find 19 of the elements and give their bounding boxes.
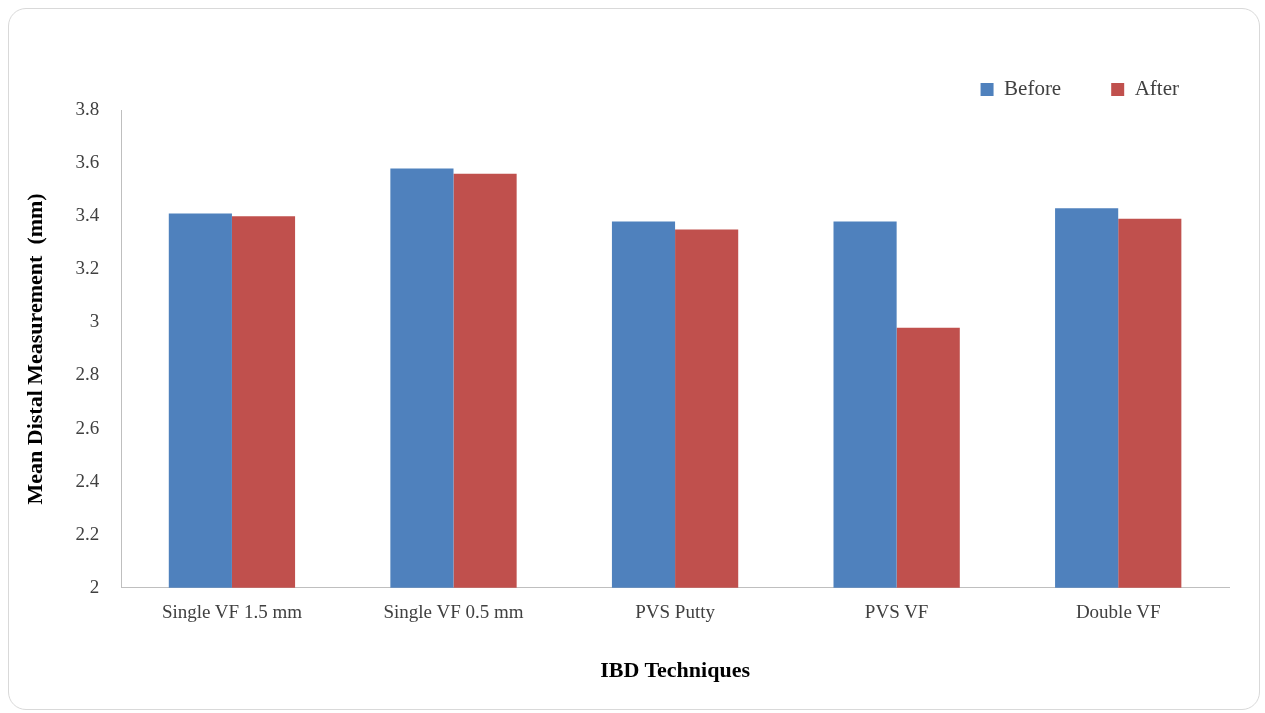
y-tick-label: 2.6 bbox=[75, 416, 100, 438]
y-tick-label: 3.8 bbox=[75, 97, 100, 119]
y-tick-label: 2 bbox=[89, 575, 100, 597]
x-tick-label: Single VF 0.5 mm bbox=[383, 601, 524, 623]
y-tick-label: 2.2 bbox=[75, 522, 100, 544]
y-tick-label: 2.4 bbox=[75, 469, 100, 491]
x-tick-label: Single VF 1.5 mm bbox=[161, 601, 303, 623]
y-tick-label: 2.8 bbox=[75, 363, 100, 385]
x-axis-title: IBD Techniques bbox=[600, 657, 751, 683]
x-tick-label: PVS Putty bbox=[635, 601, 716, 623]
legend-label: Before bbox=[1004, 76, 1062, 101]
y-tick-label: 3.6 bbox=[75, 151, 100, 173]
y-tick-label: 3.4 bbox=[75, 204, 100, 226]
y-tick-label: 3.2 bbox=[75, 257, 100, 279]
y-axis-title: Mean Distal Measurement (mm) bbox=[21, 193, 47, 505]
legend-label: After bbox=[1134, 76, 1180, 101]
x-tick-label: Double VF bbox=[1075, 601, 1161, 623]
y-tick-label: 3 bbox=[89, 310, 100, 332]
x-tick-label: PVS VF bbox=[864, 601, 929, 623]
